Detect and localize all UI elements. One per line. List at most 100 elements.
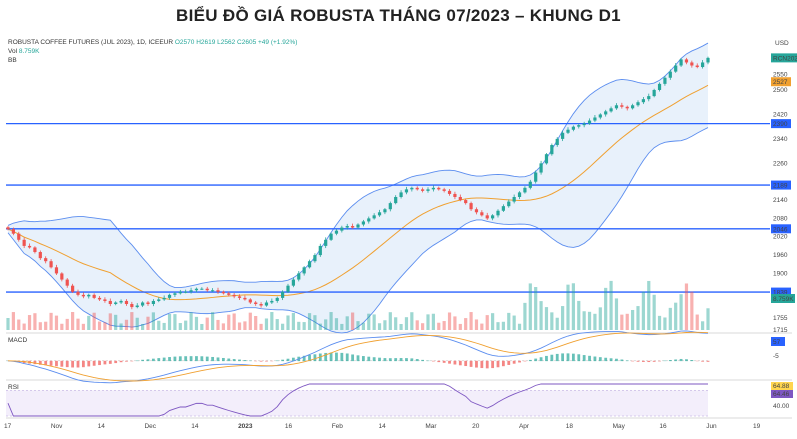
macd-histogram-bar (345, 353, 349, 362)
macd-histogram-bar (674, 359, 678, 362)
candle-body (372, 215, 376, 219)
macd-histogram-bar (168, 357, 171, 362)
candle-body (340, 227, 344, 231)
candle-body (205, 288, 209, 291)
candle-body (566, 129, 570, 133)
y-tick-label: 1900 (773, 270, 788, 277)
volume-bar (216, 319, 220, 330)
candle-body (399, 192, 403, 197)
candle-body (318, 245, 322, 256)
volume-bar (6, 318, 10, 330)
macd-histogram-bar (265, 360, 268, 362)
candle-body (453, 193, 457, 197)
volume-bar (534, 287, 538, 330)
x-tick-label: 16 (659, 423, 667, 430)
candle-body (157, 299, 161, 301)
candle-body (485, 215, 489, 219)
volume-bar (205, 317, 209, 330)
candle-body (647, 96, 651, 100)
volume-bar (544, 307, 549, 330)
macd-histogram-bar (652, 360, 656, 362)
candle-body (431, 187, 435, 190)
volume-bar (345, 316, 349, 330)
macd-histogram-bar (367, 356, 371, 362)
candle-body (501, 206, 505, 211)
volume-bar (248, 312, 252, 330)
candle-body (458, 196, 462, 201)
macd-histogram-bar (184, 356, 188, 362)
volume-bar (270, 312, 274, 330)
candle-body (81, 294, 85, 297)
macd-histogram-bar (340, 352, 344, 362)
volume-bar (17, 319, 21, 330)
macd-histogram-bar (81, 360, 85, 368)
x-tick-label: Apr (519, 423, 530, 430)
volume-bar (227, 314, 231, 330)
y-tick-label: 1715 (773, 327, 788, 334)
candle-body (593, 117, 597, 121)
candle-body (620, 105, 624, 107)
volume-bar (313, 315, 317, 330)
volume-bar (625, 313, 629, 330)
candle-body (625, 106, 629, 109)
volume-bar (157, 320, 161, 330)
rsi-axis-tag (771, 390, 793, 398)
macd-histogram-bar (421, 359, 425, 362)
macd-histogram-bar (668, 360, 672, 362)
candle-body (690, 62, 694, 66)
macd-histogram-bar (485, 360, 489, 369)
y-tick-label: 2420 (773, 111, 788, 118)
candle-body (97, 297, 102, 300)
candle-body (216, 290, 220, 292)
volume-bar (501, 321, 505, 330)
macd-histogram-bar (351, 354, 355, 362)
candle-body (167, 294, 172, 298)
volume-bar (151, 312, 155, 330)
macd-histogram-bar (658, 360, 661, 362)
macd-histogram-bar (582, 355, 586, 362)
volume-bar (437, 322, 441, 330)
price-axis-tag (771, 224, 791, 234)
volume-bar (60, 323, 64, 330)
macd-histogram-bar (415, 359, 419, 362)
y-tick-label: 2550 (773, 72, 788, 79)
macd-histogram-bar (281, 359, 285, 362)
candle-body (254, 302, 258, 305)
y-tick-label: 2080 (773, 215, 788, 222)
macd-histogram-bar (550, 354, 554, 362)
volume-bar (404, 317, 409, 330)
volume-bar (652, 294, 656, 330)
macd-histogram-bar (410, 358, 414, 362)
x-tick-label: 20 (472, 423, 480, 430)
macd-histogram-bar (248, 360, 252, 362)
macd-histogram-bar (512, 360, 516, 364)
volume-bar (33, 313, 37, 330)
volume-bar (334, 318, 339, 330)
candle-body (243, 297, 247, 300)
candle-body (679, 59, 683, 66)
volume-bar (27, 315, 32, 330)
macd-histogram-bar (528, 359, 532, 362)
volume-bar (259, 323, 263, 330)
macd-histogram-bar (641, 360, 645, 362)
macd-signal-line (7, 331, 709, 382)
macd-histogram-bar (125, 360, 128, 362)
volume-bar (388, 312, 392, 330)
volume-bar (184, 320, 188, 330)
candle-body (291, 279, 295, 286)
macd-histogram-bar (291, 357, 295, 362)
volume-bar (237, 322, 242, 330)
candle-body (119, 300, 123, 303)
candle-body (695, 65, 699, 68)
volume-bar (275, 319, 279, 330)
rsi-line (7, 383, 708, 417)
macd-histogram-bar (211, 356, 215, 362)
macd-histogram-bar (216, 357, 220, 362)
macd-histogram-bar (44, 360, 48, 366)
macd-histogram-bar (615, 358, 618, 362)
macd-histogram-bar (593, 356, 597, 362)
x-tick-label: 17 (4, 423, 12, 430)
volume-bar (641, 291, 645, 330)
ohlc-text: O2570 H2619 L2562 C2605 +49 (+1.92%) (174, 39, 298, 46)
